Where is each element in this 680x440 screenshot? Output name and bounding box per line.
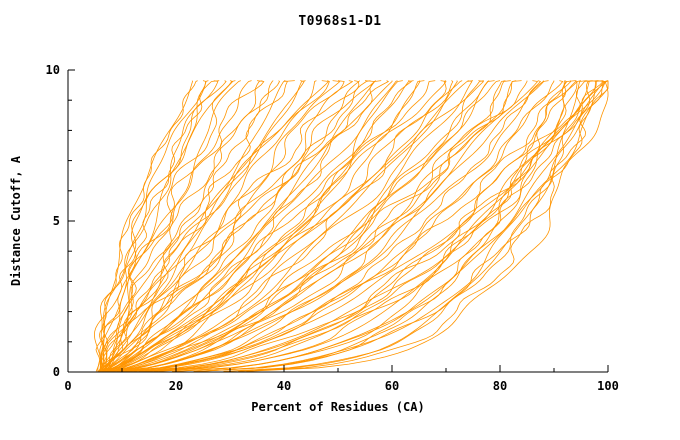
model-curve	[128, 80, 555, 372]
model-curve	[113, 80, 528, 372]
model-curve	[121, 80, 609, 372]
model-curve	[108, 80, 241, 372]
model-curve	[109, 80, 458, 372]
model-curve	[105, 80, 454, 372]
model-curve	[238, 80, 604, 372]
x-tick-label: 0	[64, 379, 71, 393]
chart-title: T0968s1-D1	[298, 14, 382, 29]
model-curve	[112, 80, 403, 372]
model-curve	[102, 80, 393, 372]
model-curve	[94, 80, 220, 372]
x-tick-label: 80	[493, 379, 507, 393]
model-curve	[109, 80, 436, 372]
model-curve	[246, 80, 609, 372]
model-curve	[97, 80, 375, 372]
model-curve	[123, 80, 564, 372]
model-curve	[102, 80, 236, 372]
x-tick-label: 20	[169, 379, 183, 393]
y-tick-label: 10	[46, 63, 60, 77]
model-curve	[95, 80, 209, 372]
model-curve	[101, 80, 295, 372]
model-curve	[133, 80, 592, 372]
model-curve	[102, 80, 341, 372]
x-tick-label: 40	[277, 379, 291, 393]
model-curve	[172, 80, 609, 372]
model-curve	[147, 80, 598, 372]
model-curve	[106, 80, 329, 372]
model-curve	[127, 80, 541, 372]
model-curve	[108, 80, 398, 372]
model-curve	[98, 80, 360, 372]
model-curve	[138, 80, 606, 372]
model-curve	[104, 80, 463, 372]
model-curve	[195, 80, 609, 372]
model-curve	[109, 80, 447, 372]
model-curve	[199, 80, 567, 372]
model-curve	[227, 80, 587, 372]
model-curve	[141, 80, 609, 372]
model-curve	[223, 80, 597, 372]
model-curve	[105, 80, 280, 372]
x-tick-label: 60	[385, 379, 399, 393]
model-curve	[106, 80, 447, 372]
y-tick-label: 0	[53, 365, 60, 379]
model-curve	[142, 80, 572, 372]
model-curve	[102, 80, 474, 372]
model-curve	[108, 80, 501, 372]
model-curve	[97, 80, 193, 372]
model-curve	[98, 80, 305, 372]
model-curve	[107, 80, 425, 372]
model-curve	[109, 80, 412, 372]
model-curve	[159, 80, 582, 372]
model-curve	[101, 80, 382, 372]
model-curve	[174, 80, 605, 372]
y-tick-label: 5	[53, 214, 60, 228]
model-curve	[98, 80, 265, 372]
model-curve	[117, 80, 545, 372]
model-curve	[105, 80, 274, 372]
model-curve	[113, 80, 495, 372]
model-curve	[106, 80, 377, 372]
model-curve	[102, 80, 389, 372]
model-curve	[121, 80, 517, 372]
model-curve	[116, 80, 506, 372]
model-curve	[105, 80, 360, 372]
model-curve	[121, 80, 549, 372]
model-curve	[106, 80, 306, 372]
model-curve	[196, 80, 578, 372]
model-curve	[101, 80, 198, 372]
x-tick-label: 100	[597, 379, 619, 393]
model-curve	[120, 80, 538, 372]
model-curve	[99, 80, 234, 372]
x-axis-label: Percent of Residues (CA)	[251, 400, 425, 414]
model-curve	[111, 80, 522, 372]
model-curve	[110, 80, 484, 372]
model-curve	[127, 80, 576, 372]
model-curve	[99, 80, 227, 372]
model-curve	[116, 80, 484, 372]
model-curve	[100, 80, 317, 372]
